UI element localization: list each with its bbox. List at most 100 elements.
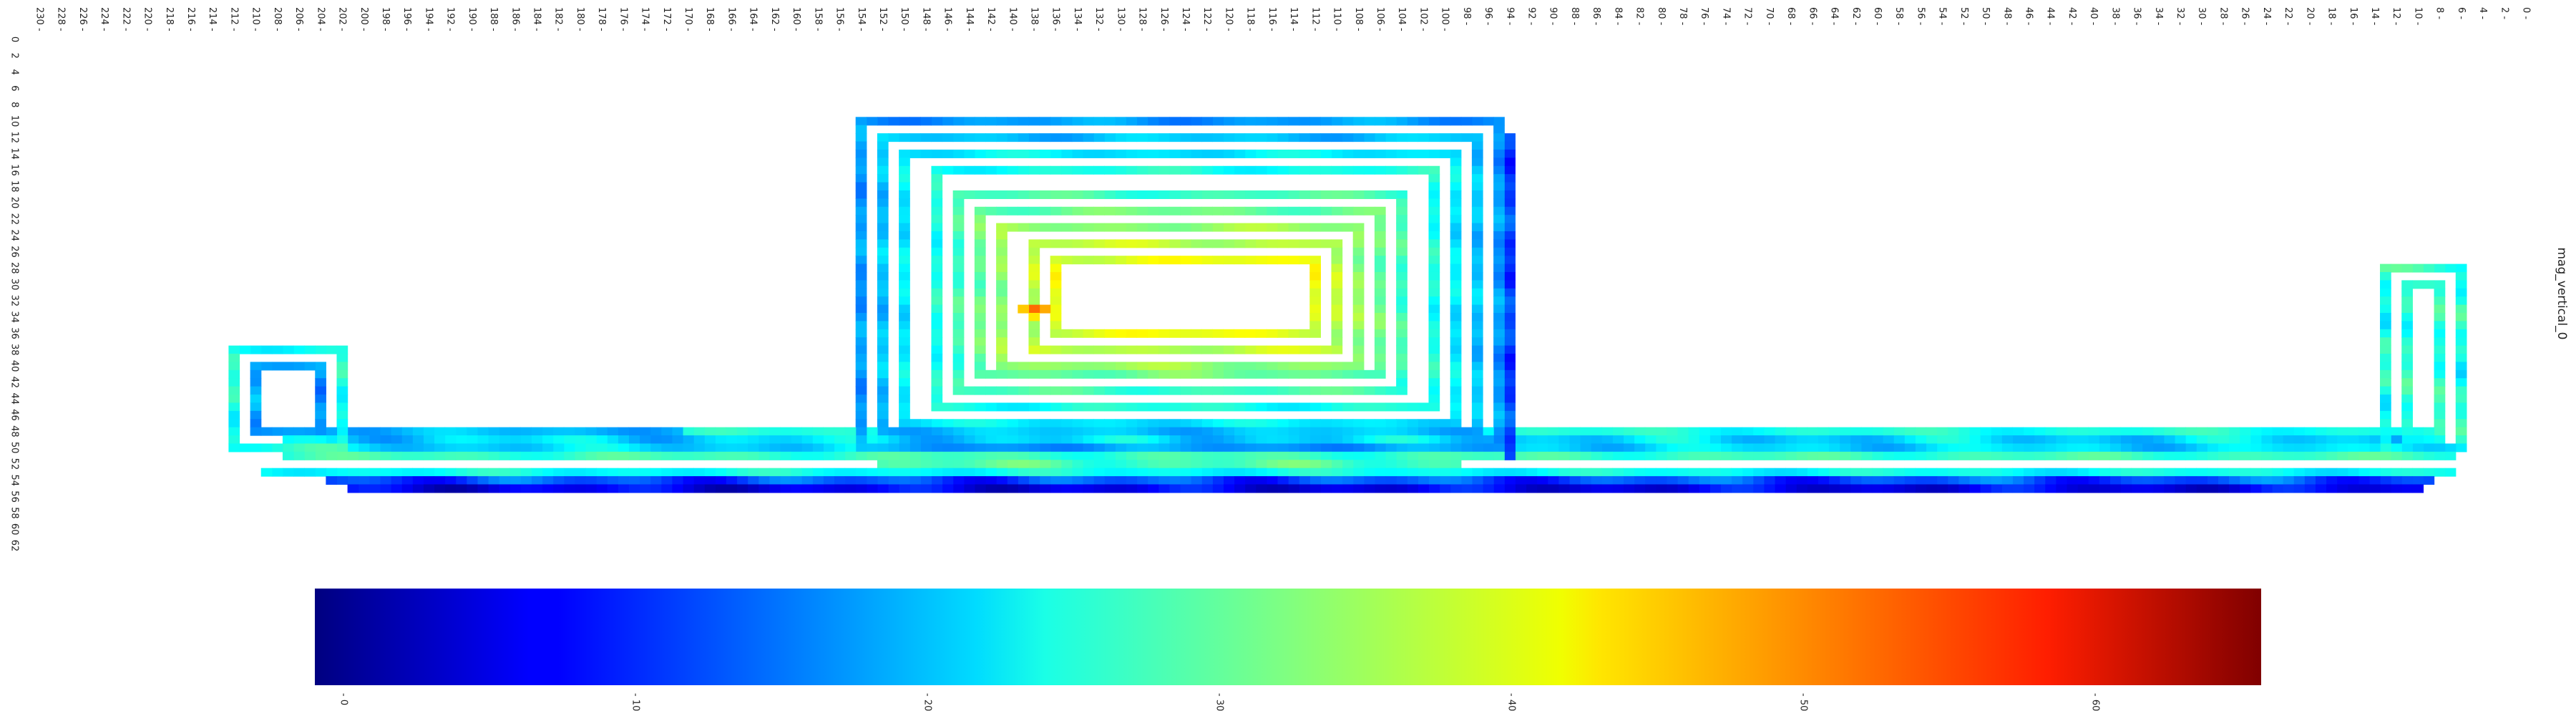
heatmap-cell [899, 460, 910, 469]
heatmap-cell [985, 402, 997, 412]
heatmap-cell [1320, 190, 1332, 199]
heatmap-cell [801, 443, 813, 453]
heatmap-cell [1720, 451, 1732, 460]
heatmap-cell [2109, 443, 2122, 453]
heatmap-cell [1126, 419, 1138, 428]
heatmap-cell [1039, 386, 1051, 395]
heatmap-cell [1526, 468, 1538, 477]
heatmap-cell [2455, 321, 2467, 330]
heatmap-cell [2228, 427, 2240, 436]
heatmap-cell [2380, 484, 2391, 493]
heatmap-cell [1309, 329, 1321, 338]
heatmap-cell [877, 158, 889, 167]
heatmap-cell [1050, 476, 1062, 485]
y-tick-label: 12 [9, 132, 20, 144]
y-tick-label: 36 [9, 327, 20, 339]
heatmap-cell [369, 443, 381, 453]
heatmap-cell [1342, 468, 1354, 477]
heatmap-cell [1234, 460, 1246, 469]
heatmap-cell [2401, 451, 2413, 460]
heatmap-cell [2174, 484, 2186, 493]
heatmap-cell [2326, 427, 2338, 436]
heatmap-cell [2368, 427, 2381, 436]
heatmap-cell [639, 468, 651, 477]
heatmap-cell [931, 395, 943, 404]
heatmap-cell [1093, 149, 1105, 158]
y-tick-label: 48 [9, 425, 20, 437]
heatmap-cell [1082, 369, 1094, 379]
heatmap-cell [1288, 476, 1299, 485]
heatmap-cell [985, 484, 997, 493]
heatmap-cell [2283, 443, 2294, 453]
colorbar [315, 589, 2261, 685]
heatmap-cell [2283, 484, 2294, 493]
heatmap-cell [985, 369, 997, 379]
x-tick-label: 216 - [185, 7, 196, 32]
heatmap-cell [639, 435, 651, 445]
heatmap-cell [736, 484, 748, 493]
heatmap-cell [347, 468, 359, 477]
heatmap-cell [1234, 427, 1246, 436]
heatmap-cell [1591, 435, 1602, 445]
heatmap-cell [985, 190, 997, 199]
heatmap-cell [2077, 451, 2089, 460]
heatmap-cell [2271, 484, 2283, 493]
y-tick-label: 32 [9, 295, 20, 307]
heatmap-cell [1212, 133, 1224, 142]
heatmap-cell [596, 435, 608, 445]
heatmap-cell [1871, 468, 1883, 477]
x-tick-label: 222 - [120, 7, 131, 32]
heatmap-cell [660, 435, 673, 445]
y-tick-label: 14 [9, 147, 20, 160]
heatmap-cell [1504, 190, 1516, 199]
heatmap-cell [1028, 427, 1040, 436]
heatmap-cell [520, 476, 532, 485]
heatmap-cell [379, 427, 391, 436]
heatmap-cell [1407, 468, 1418, 477]
heatmap-cell [1374, 288, 1386, 297]
heatmap-cell [1028, 468, 1040, 477]
heatmap-cell [1266, 443, 1278, 453]
heatmap-cell [2271, 451, 2283, 460]
heatmap-cell [877, 247, 889, 256]
heatmap-cell [477, 468, 489, 477]
heatmap-cell [1407, 427, 1418, 436]
heatmap-cell [1299, 117, 1310, 126]
heatmap-cell [2401, 378, 2413, 387]
heatmap-cell [855, 484, 867, 493]
heatmap-cell [942, 476, 954, 485]
heatmap-cell [1526, 451, 1538, 460]
heatmap-cell [2034, 484, 2046, 493]
heatmap-cell [1363, 402, 1375, 412]
heatmap-cell [1158, 256, 1170, 265]
x-tick-label: 36 - [2132, 7, 2142, 26]
heatmap-cell [1893, 484, 1905, 493]
heatmap-cell [1244, 468, 1257, 477]
heatmap-cell [1331, 476, 1343, 485]
heatmap-cell [1018, 206, 1030, 216]
heatmap-cell [1342, 484, 1354, 493]
heatmap-cell [2034, 468, 2046, 477]
heatmap-cell [1385, 419, 1397, 428]
heatmap-cell [1126, 345, 1138, 354]
heatmap-cell [585, 476, 597, 485]
heatmap-cell [1504, 354, 1516, 363]
heatmap-cell [1179, 451, 1191, 460]
heatmap-cell [1428, 419, 1440, 428]
heatmap-cell [293, 345, 305, 354]
heatmap-cell [1028, 206, 1040, 216]
heatmap-cell [2380, 476, 2391, 485]
heatmap-cell [952, 256, 965, 265]
heatmap-cell [271, 468, 283, 477]
heatmap-cell [1060, 190, 1073, 199]
heatmap-cell [996, 476, 1008, 485]
heatmap-cell [1136, 468, 1148, 477]
heatmap-cell [952, 337, 965, 347]
heatmap-cell [877, 427, 889, 436]
heatmap-cell [2163, 427, 2175, 436]
heatmap-cell [574, 451, 586, 460]
heatmap-cell [1363, 435, 1375, 445]
heatmap-cell [563, 468, 575, 477]
heatmap-cell [855, 296, 867, 306]
heatmap-cell [1568, 468, 1581, 477]
